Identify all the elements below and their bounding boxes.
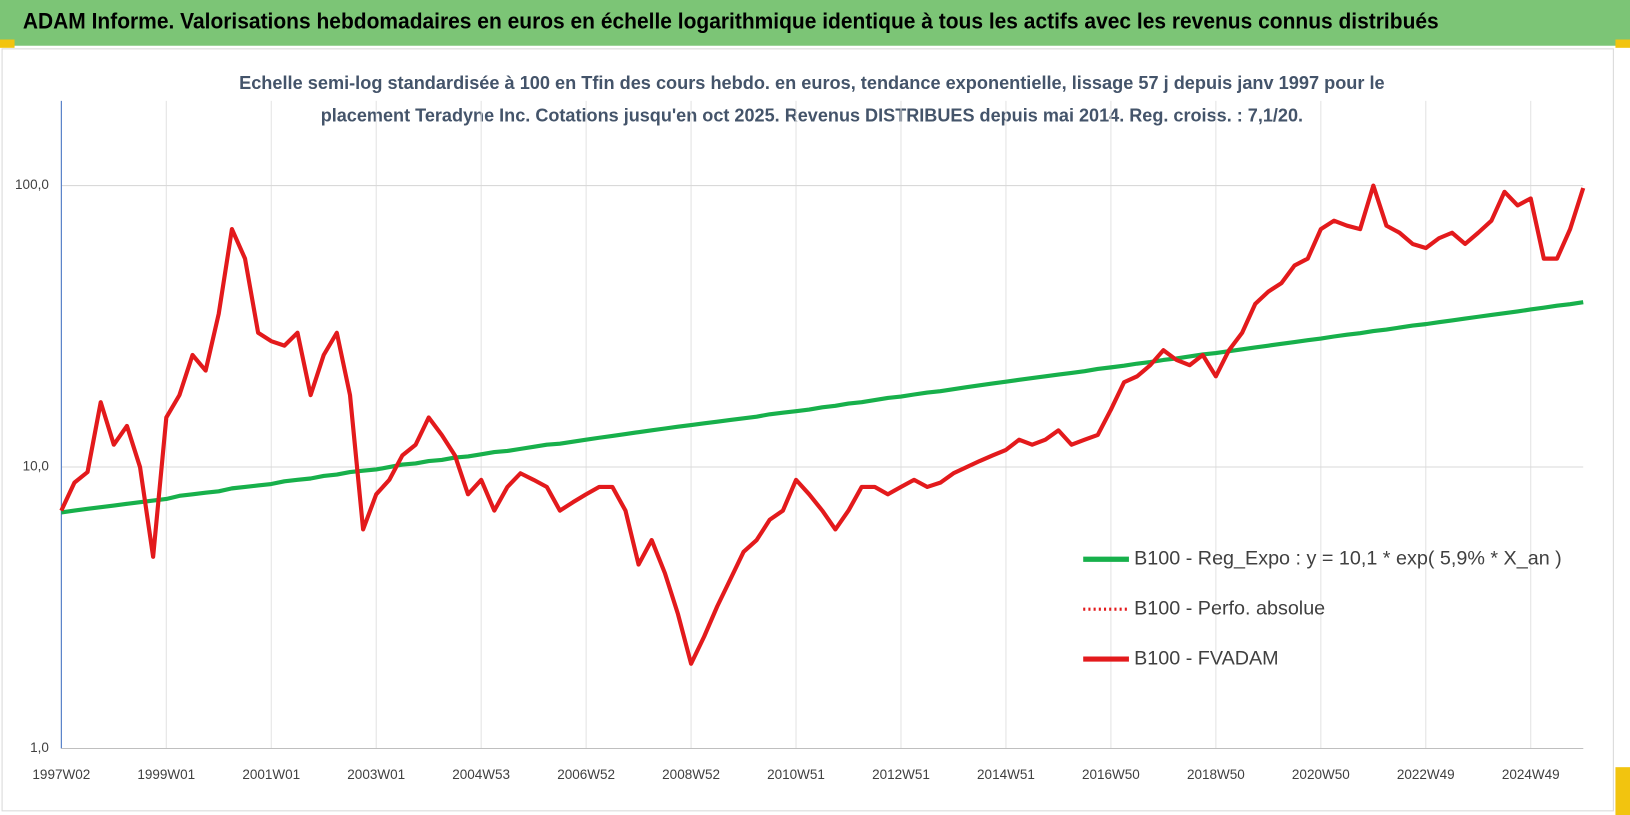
series-line (59, 183, 1586, 666)
corner (1615, 39, 1630, 48)
x-tick-label: 2018W50 (1187, 767, 1245, 782)
y-tick-label: 100,0 (15, 177, 49, 192)
x-tick-label: 2004W53 (452, 767, 510, 782)
header-bar (0, 0, 1630, 46)
chart-frame (1, 48, 1614, 812)
x-tick-label: 2003W01 (347, 767, 405, 782)
x-tick-label: 2014W51 (977, 767, 1035, 782)
legend-label: B100 - FVADAM (1134, 647, 1279, 669)
x-tick-label: 2024W49 (1502, 767, 1560, 782)
corner (1615, 767, 1630, 815)
legend-label: B100 - Perfo. absolue (1134, 597, 1325, 619)
x-tick-label: 2008W52 (662, 767, 720, 782)
chart-title: Echelle semi-log standardisée à 100 en T… (239, 72, 1385, 93)
header-title: ADAM Informe. Valorisations hebdomadaire… (23, 9, 1439, 34)
chart-title: placement Teradyne Inc. Cotations jusqu'… (321, 104, 1303, 125)
y-tick-label: 10,0 (23, 459, 49, 474)
x-tick-label: 2012W51 (872, 767, 930, 782)
x-tick-label: 2016W50 (1082, 767, 1140, 782)
x-tick-label: 2022W49 (1397, 767, 1455, 782)
x-tick-label: 1999W01 (137, 767, 195, 782)
x-tick-label: 2006W52 (557, 767, 615, 782)
x-tick-label: 1997W02 (32, 767, 90, 782)
x-tick-label: 2001W01 (242, 767, 300, 782)
x-tick-label: 2010W51 (767, 767, 825, 782)
plot-area: 1997W02 1999W01 2001W01 2003W01 2004W53 2006W… (15, 100, 1586, 782)
x-tick-label: 2020W50 (1292, 767, 1350, 782)
series-line (61, 300, 1584, 515)
y-tick-label: 1,0 (30, 740, 49, 755)
corner (0, 39, 15, 48)
legend-label: B100 - Reg_Expo : y = 10,1 * exp( 5,9% *… (1134, 547, 1562, 569)
